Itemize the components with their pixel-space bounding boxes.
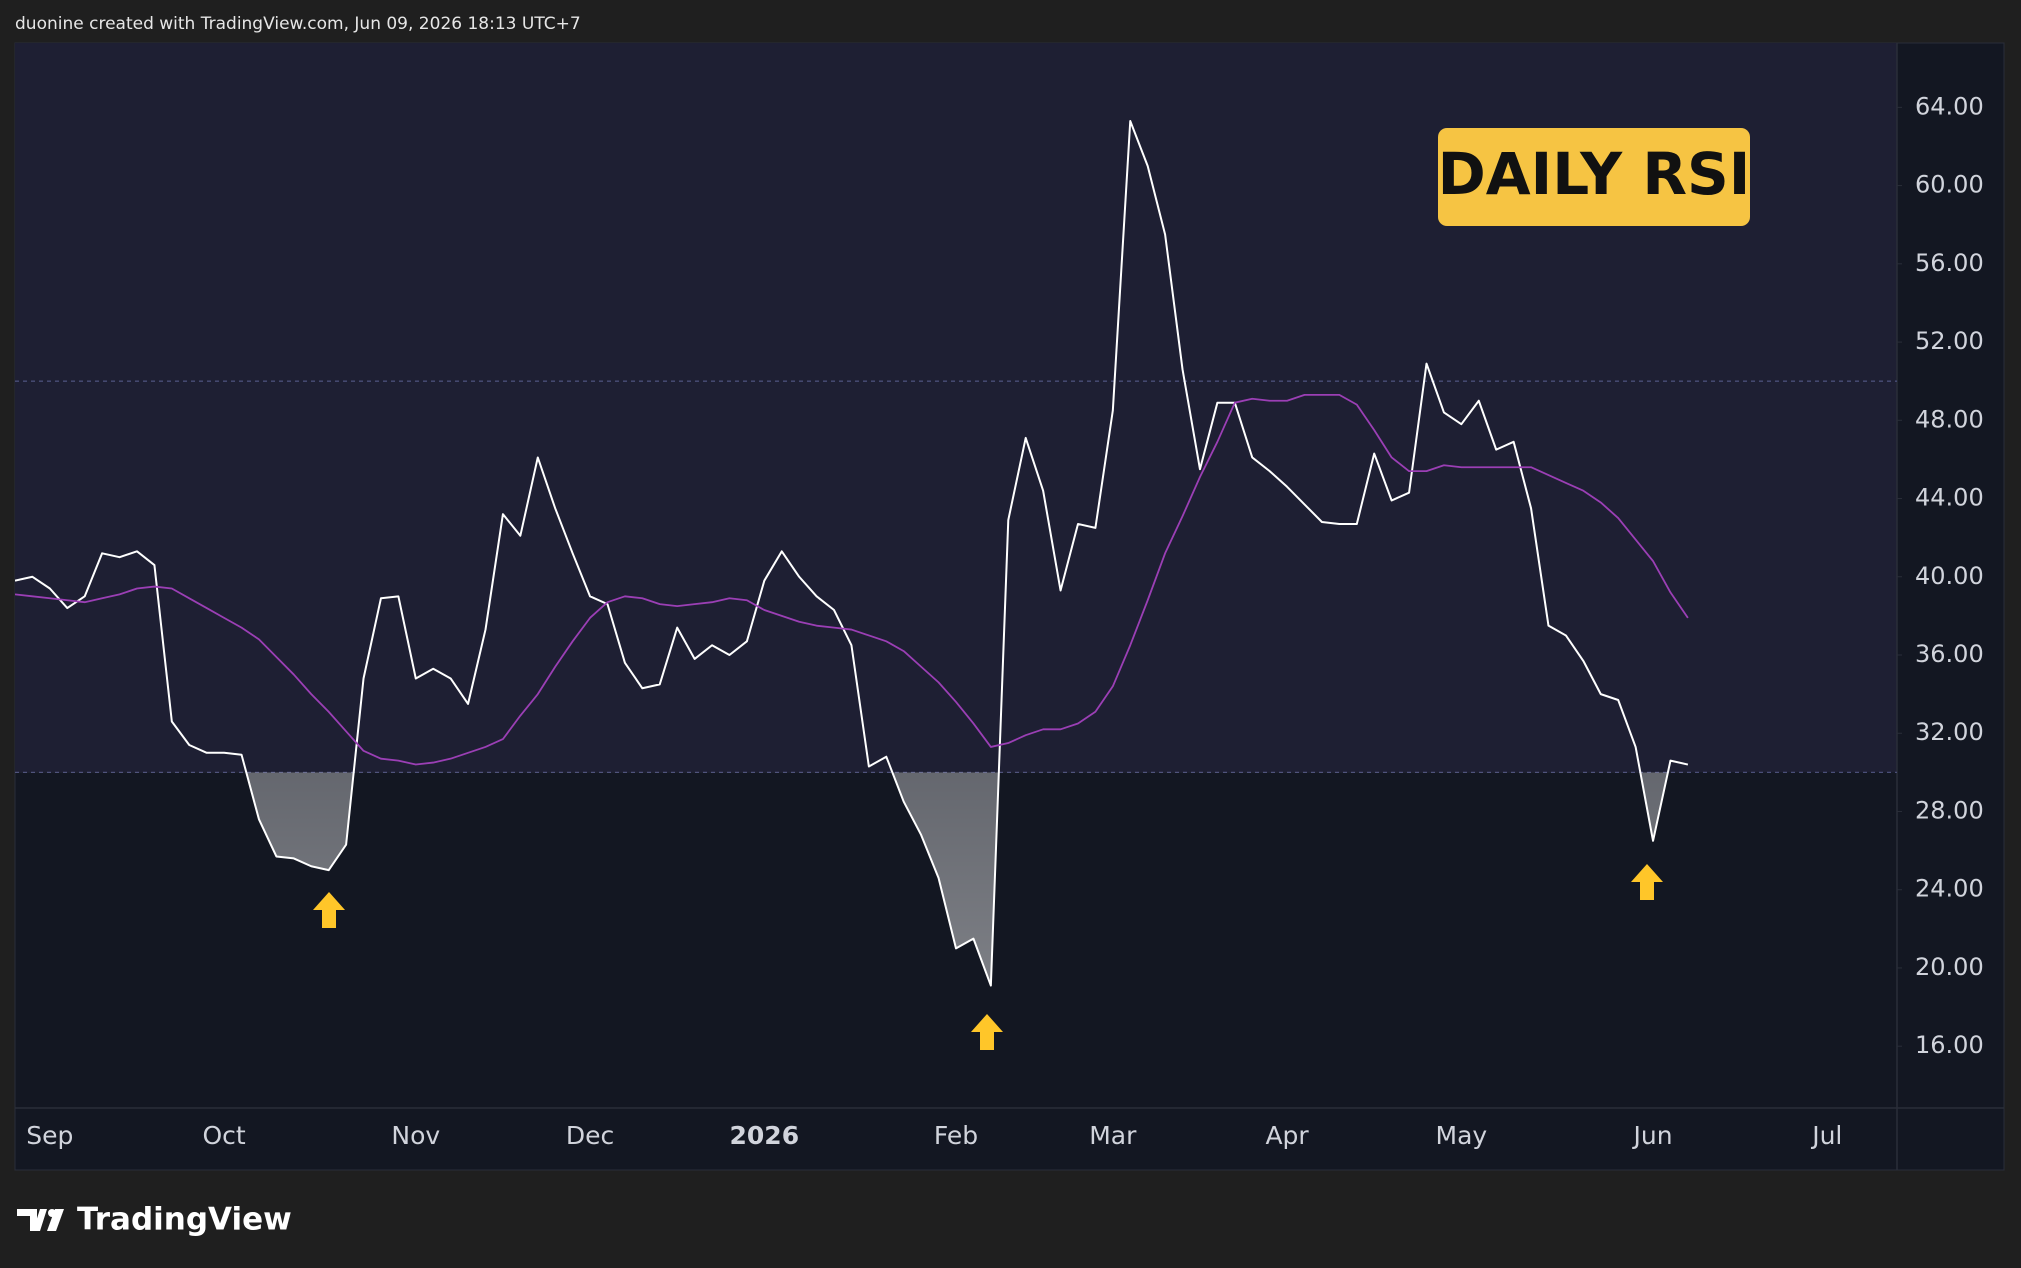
x-tick-label: Jul bbox=[1810, 1121, 1842, 1150]
x-tick-label: Dec bbox=[566, 1121, 614, 1150]
y-tick-label: 52.00 bbox=[1915, 327, 1984, 355]
oversold-fill bbox=[246, 772, 1668, 986]
y-tick-label: 36.00 bbox=[1915, 640, 1984, 668]
y-tick-label: 16.00 bbox=[1915, 1031, 1984, 1059]
x-tick-label: Sep bbox=[26, 1121, 73, 1150]
x-tick-label: Oct bbox=[202, 1121, 245, 1150]
footer-brand: TradingView bbox=[77, 1202, 292, 1238]
badge-box bbox=[1438, 128, 1750, 226]
x-tick-label: Nov bbox=[391, 1121, 440, 1150]
x-tick-label: Feb bbox=[934, 1121, 978, 1150]
y-tick-label: 24.00 bbox=[1915, 875, 1984, 903]
up-arrow bbox=[971, 1014, 1003, 1050]
y-tick-label: 64.00 bbox=[1915, 92, 1984, 120]
y-tick-label: 28.00 bbox=[1915, 796, 1984, 824]
y-tick-label: 40.00 bbox=[1915, 562, 1984, 590]
rsi-line bbox=[15, 120, 1689, 987]
logo-mark bbox=[17, 1209, 47, 1231]
header-text: duonine created with TradingView.com, Ju… bbox=[15, 14, 581, 34]
x-tick-label: May bbox=[1436, 1121, 1488, 1150]
y-tick-label: 32.00 bbox=[1915, 718, 1984, 746]
arrows bbox=[313, 864, 1663, 1050]
x-tick-label: Apr bbox=[1265, 1121, 1309, 1150]
y-tick-label: 20.00 bbox=[1915, 953, 1984, 981]
up-arrow bbox=[313, 892, 345, 928]
y-tick-label: 60.00 bbox=[1915, 171, 1984, 199]
badge-text: DAILY RSI bbox=[1438, 140, 1751, 208]
y-tick-label: 44.00 bbox=[1915, 484, 1984, 512]
up-arrow bbox=[1631, 864, 1663, 900]
axes: 16.00 20.00 24.00 28.00 32.00 36.00 40.00 44.00… bbox=[26, 92, 1983, 1150]
plot bbox=[15, 120, 1897, 987]
annotation-badge: DAILY RSI bbox=[1438, 128, 1751, 226]
x-tick-label: Mar bbox=[1089, 1121, 1137, 1150]
y-tick-label: 48.00 bbox=[1915, 405, 1984, 433]
logo-mark bbox=[47, 1209, 64, 1231]
x-tick-label: 2026 bbox=[730, 1121, 800, 1150]
x-tick-label: Jun bbox=[1632, 1121, 1673, 1150]
footer-logo: TradingView bbox=[17, 1202, 292, 1238]
y-tick-label: 56.00 bbox=[1915, 249, 1984, 277]
rsi-line bbox=[15, 393, 1689, 766]
